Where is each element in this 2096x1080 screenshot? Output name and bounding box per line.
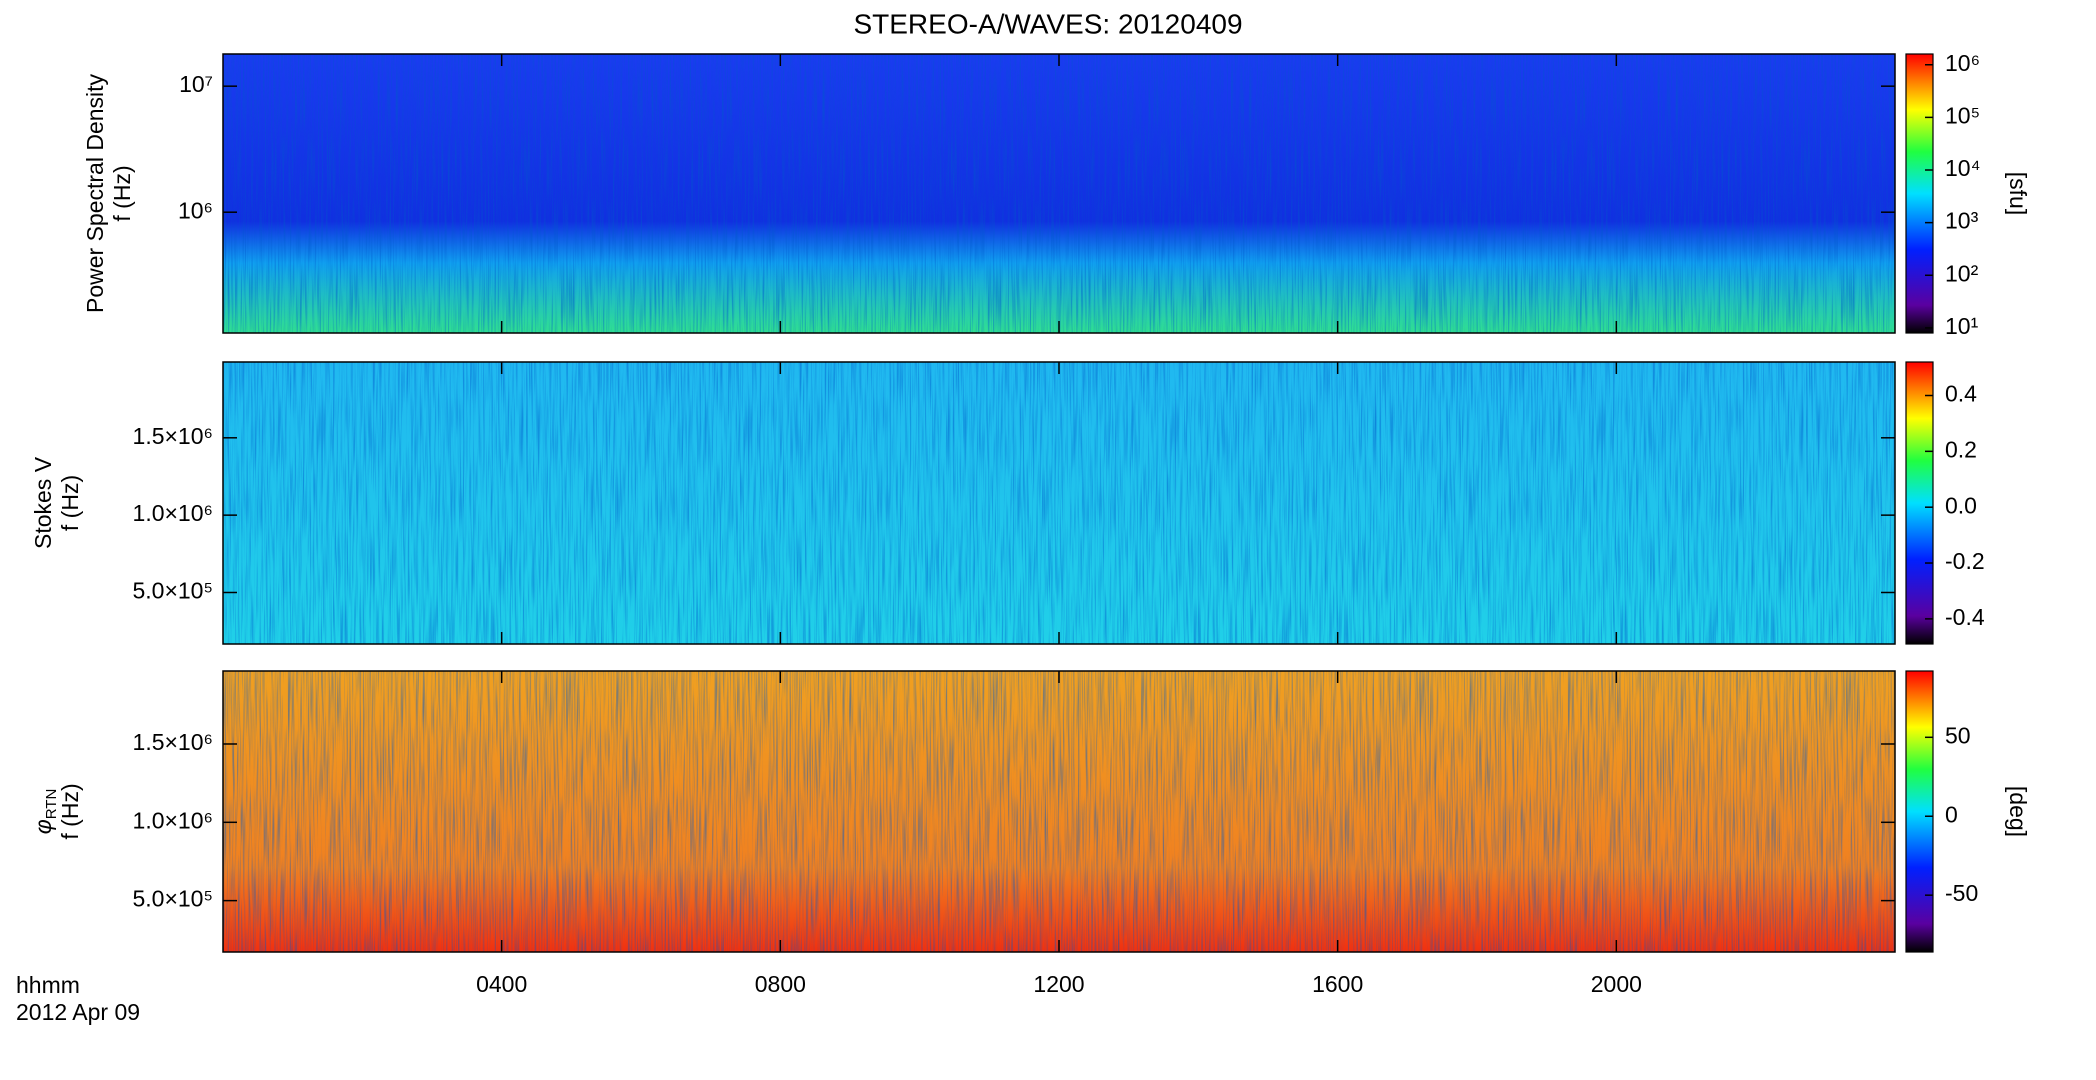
colorbar-tick-label: 0.4 xyxy=(1945,381,1977,407)
colorbar xyxy=(1905,670,1934,953)
colorbar-tick-label: 10⁶ xyxy=(1945,50,1980,76)
y-tick-label: 1.0×10⁶ xyxy=(133,500,213,526)
y-axis-label-text: Power Spectral Density xyxy=(82,73,108,313)
colorbar-tick-label: 0.2 xyxy=(1945,436,1977,462)
y-tick-label: 1.5×10⁶ xyxy=(133,729,213,755)
y-tick-label: 1.5×10⁶ xyxy=(133,423,213,449)
x-tick-label: 1200 xyxy=(1033,971,1084,997)
y-tick-label: 10⁷ xyxy=(179,71,213,97)
spectrogram-texture xyxy=(223,671,1895,952)
y-axis-label: φRTN xyxy=(30,789,60,835)
colorbar-tick-label: 10⁵ xyxy=(1945,102,1980,128)
spectrogram-texture xyxy=(223,54,1895,333)
y-axis-label-text: Stokes V xyxy=(30,456,56,549)
y-axis-label: Power Spectral Density xyxy=(82,73,108,313)
colorbar-tick-label: 50 xyxy=(1945,722,1971,748)
colorbar-tick-label: 0 xyxy=(1945,801,1958,827)
x-tick-label: 0800 xyxy=(755,971,806,997)
y-axis-label: Stokes V xyxy=(30,456,56,549)
chart-title: STEREO-A/WAVES: 20120409 xyxy=(853,8,1242,39)
y-tick-label: 5.0×10⁵ xyxy=(132,886,213,912)
time-axis-label: hhmm xyxy=(16,972,80,998)
colorbar xyxy=(1905,361,1934,645)
date-label: 2012 Apr 09 xyxy=(16,999,140,1025)
colorbar-tick-label: -0.2 xyxy=(1945,548,1985,574)
y-axis-label: f (Hz) xyxy=(57,783,83,839)
y-axis-label-text: φ xyxy=(30,819,56,834)
colorbar-tick-label: 10² xyxy=(1945,260,1979,286)
colorbar-label: [sfu] xyxy=(2005,172,2031,215)
x-tick-label: 1600 xyxy=(1312,971,1363,997)
colorbar-tick-label: 10³ xyxy=(1945,208,1979,234)
colorbar-label: [deg] xyxy=(2005,786,2031,837)
colorbar-tick-label: 10¹ xyxy=(1945,313,1979,339)
colorbar-tick-label: 10⁴ xyxy=(1945,155,1980,181)
y-axis-label-sub: RTN xyxy=(43,789,60,820)
x-tick-label: 2000 xyxy=(1591,971,1642,997)
y-axis-label: f (Hz) xyxy=(109,165,135,221)
y-axis-label: f (Hz) xyxy=(57,475,83,531)
y-tick-label: 1.0×10⁶ xyxy=(133,807,213,833)
x-tick-label: 0400 xyxy=(476,971,527,997)
spectrogram-texture xyxy=(223,362,1895,644)
colorbar-tick-label: -0.4 xyxy=(1945,604,1985,630)
y-tick-label: 5.0×10⁵ xyxy=(132,578,213,604)
colorbar-tick-label: -50 xyxy=(1945,880,1978,906)
colorbar-tick-label: 0.0 xyxy=(1945,492,1977,518)
y-tick-label: 10⁶ xyxy=(178,197,213,223)
colorbar xyxy=(1905,53,1934,334)
